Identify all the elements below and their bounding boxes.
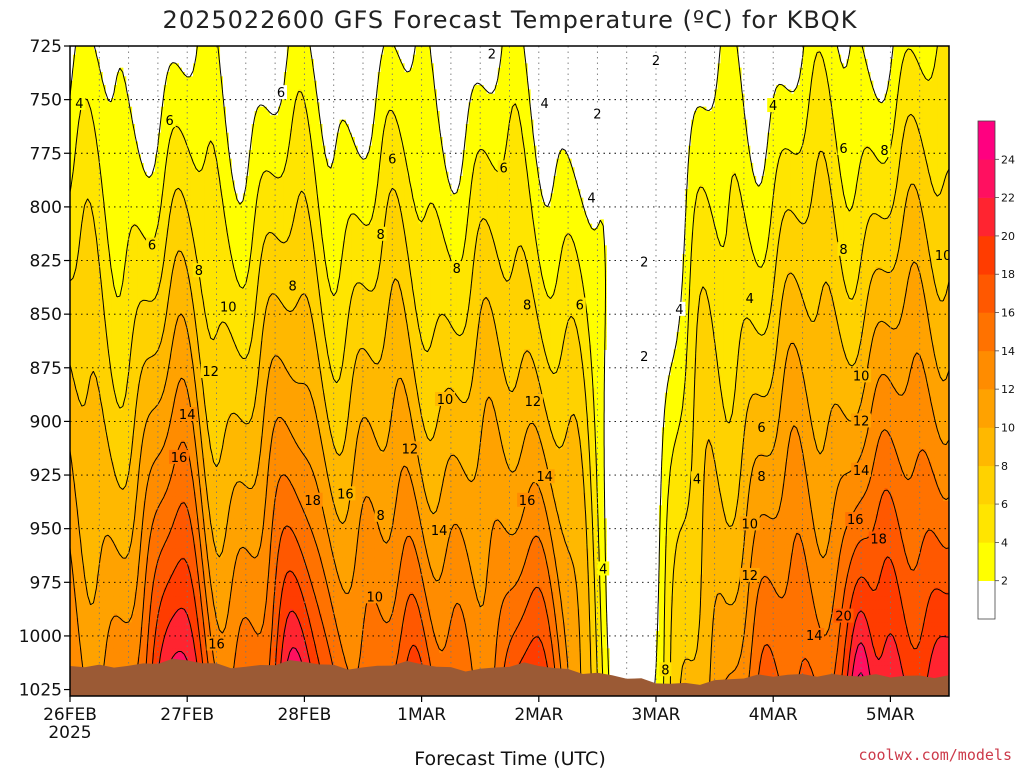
temperature-chart: 2025022600 GFS Forecast Temperature (ºC)… xyxy=(0,0,1024,768)
heatmap-cell xyxy=(521,55,525,60)
heatmap-cell xyxy=(527,111,531,116)
chart-title: 2025022600 GFS Forecast Temperature (ºC)… xyxy=(163,6,858,34)
heatmap-cell xyxy=(427,59,431,64)
heatmap-cell xyxy=(129,120,133,125)
heatmap-cell xyxy=(524,81,528,86)
heatmap-cell xyxy=(219,102,223,107)
heatmap-cell xyxy=(217,68,221,73)
heatmap-cell xyxy=(102,94,106,99)
heatmap-cell xyxy=(738,89,742,94)
heatmap-cell xyxy=(835,50,839,55)
heatmap-cell xyxy=(870,89,874,94)
heatmap-cell xyxy=(219,98,223,103)
heatmap-cell xyxy=(430,85,434,90)
heatmap-cell xyxy=(313,98,317,103)
heatmap-cell xyxy=(521,59,525,64)
heatmap-cell xyxy=(313,94,317,99)
heatmap-cell xyxy=(310,72,314,77)
heatmap-cell xyxy=(433,107,437,112)
heatmap-cell xyxy=(307,55,311,60)
heatmap-cell xyxy=(527,115,531,120)
heatmap-cell xyxy=(316,120,320,125)
heatmap-cell xyxy=(430,81,434,86)
heatmap-cell xyxy=(524,85,528,90)
heatmap-cell xyxy=(123,89,127,94)
heatmap-cell xyxy=(864,68,868,73)
heatmap-cell xyxy=(735,63,739,68)
heatmap-cell xyxy=(310,76,314,81)
heatmap-cell xyxy=(217,72,221,77)
